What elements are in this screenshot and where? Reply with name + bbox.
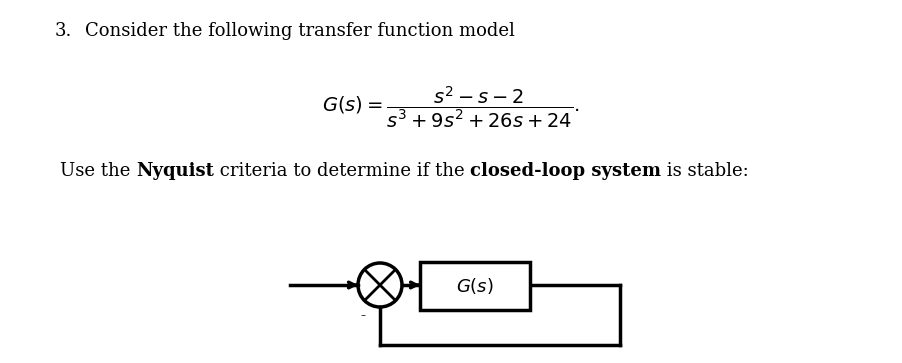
Text: Consider the following transfer function model: Consider the following transfer function… (85, 22, 514, 40)
Text: Nyquist: Nyquist (136, 162, 214, 180)
Text: criteria to determine if the: criteria to determine if the (214, 162, 470, 180)
Text: $G(s) = \dfrac{s^{2} - s - 2}{s^{3} + 9s^{2} + 26s + 24}.$: $G(s) = \dfrac{s^{2} - s - 2}{s^{3} + 9s… (322, 85, 579, 130)
Text: -: - (360, 309, 365, 323)
Text: $G(s)$: $G(s)$ (456, 276, 493, 296)
Text: closed-loop system: closed-loop system (470, 162, 660, 180)
Bar (419, 262, 529, 310)
Text: 3.: 3. (55, 22, 72, 40)
Text: is stable:: is stable: (660, 162, 749, 180)
Text: Use the: Use the (60, 162, 136, 180)
